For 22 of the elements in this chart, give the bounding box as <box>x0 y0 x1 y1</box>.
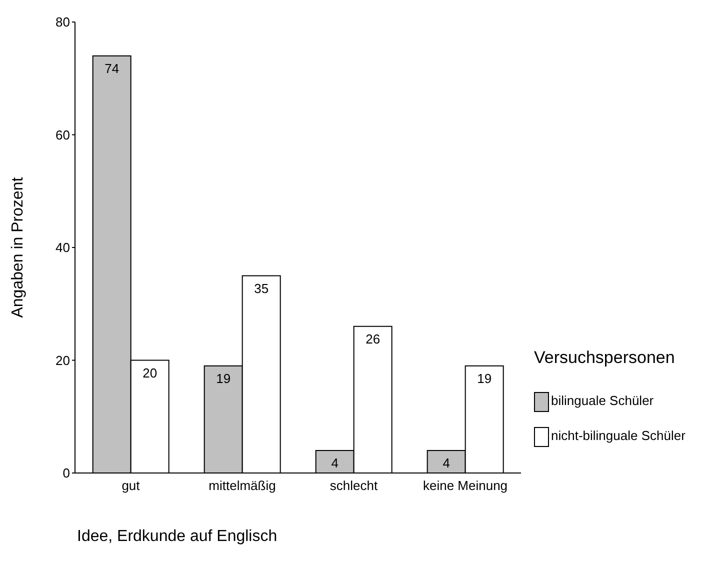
data-label: 35 <box>254 280 269 296</box>
data-label: 74 <box>104 61 120 76</box>
legend-label: nicht-bilinguale Schüler <box>551 427 686 445</box>
x-axis-title: Idee, Erdkunde auf Englisch <box>77 528 278 546</box>
data-label: 19 <box>216 371 231 386</box>
data-label: 19 <box>477 371 492 386</box>
data-label: 26 <box>366 332 380 347</box>
y-tick-label: 80 <box>56 14 70 30</box>
legend-title: Versuchspersonen <box>534 348 676 368</box>
y-axis-title: Angaben in Prozent <box>10 176 27 318</box>
x-tick-label: schlecht <box>330 478 378 494</box>
y-tick-label: 0 <box>62 466 70 481</box>
y-tick-label: 40 <box>56 240 70 256</box>
y-tick-label: 60 <box>56 127 70 142</box>
legend-label: bilinguale Schüler <box>551 392 655 410</box>
x-tick-label: gut <box>122 478 140 494</box>
y-tick-label: 20 <box>56 352 70 368</box>
data-label: 4 <box>331 456 338 471</box>
data-label: 4 <box>442 456 450 471</box>
x-tick-label: keine Meinung <box>422 478 508 494</box>
data-label: 20 <box>142 365 158 380</box>
x-tick-label: mittelmäßig <box>208 478 276 494</box>
